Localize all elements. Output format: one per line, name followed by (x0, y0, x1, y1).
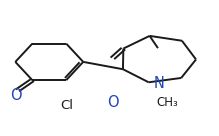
Text: N: N (154, 76, 165, 91)
Text: O: O (10, 88, 22, 103)
Text: Cl: Cl (60, 99, 73, 112)
Text: CH₃: CH₃ (156, 96, 178, 109)
Text: O: O (107, 95, 119, 110)
